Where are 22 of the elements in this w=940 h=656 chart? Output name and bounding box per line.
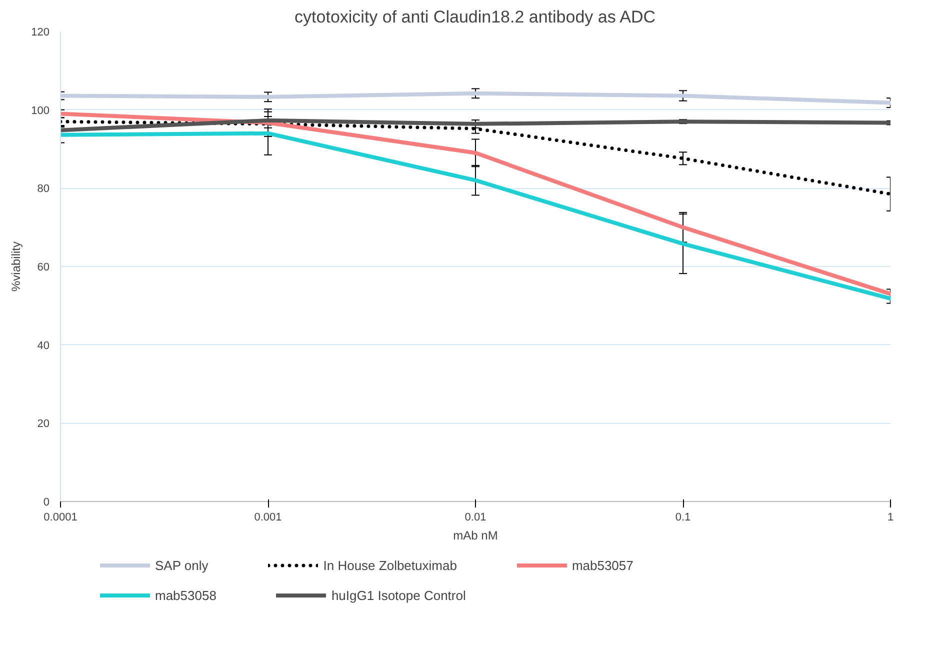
x-axis-title: mAb nM <box>453 528 498 542</box>
y-tick-label: 120 <box>31 26 50 38</box>
legend-label: SAP only <box>155 558 208 572</box>
x-tick-label: 0.0001 <box>44 512 78 524</box>
x-tick-label: 0.001 <box>254 512 282 524</box>
y-axis-title: %viability <box>9 241 24 292</box>
y-tick-label: 40 <box>37 340 50 352</box>
y-tick-label: 60 <box>37 262 50 274</box>
line-series <box>60 91 890 105</box>
x-tick-label: 0.01 <box>464 512 486 524</box>
y-tick-label: 20 <box>37 418 50 430</box>
y-tick-label: 100 <box>31 104 50 117</box>
y-tick-label: 0 <box>43 496 50 508</box>
chart-title: cytotoxicity of anti Claudin18.2 antibody as ADC <box>294 8 656 26</box>
legend-label: mab53058 <box>155 588 216 602</box>
x-tick-label: 1 <box>887 512 894 524</box>
x-tick-label: 0.1 <box>675 512 691 524</box>
legend-label: huIgG1 Isotope Control <box>331 588 466 602</box>
y-tick-label: 80 <box>37 183 50 196</box>
legend-label: In House Zolbetuximab <box>323 558 457 572</box>
legend-label: mab53057 <box>572 558 634 572</box>
line-series <box>60 118 890 132</box>
